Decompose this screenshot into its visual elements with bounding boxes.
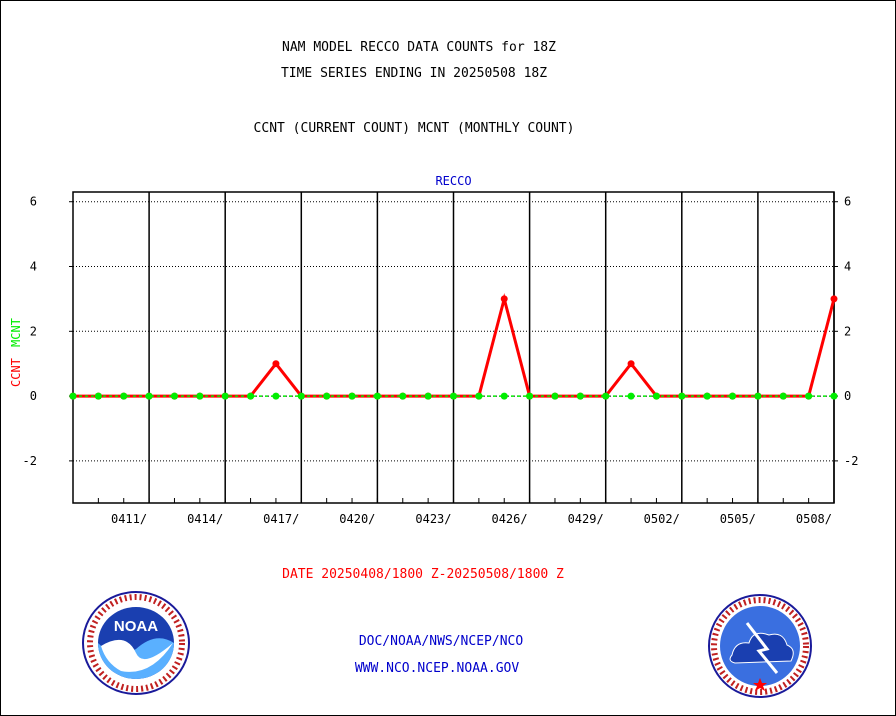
website-link[interactable]: WWW.NCO.NCEP.NOAA.GOV	[354, 661, 520, 676]
y-tick-label-left: 6	[30, 195, 37, 209]
y-tick-label-right: 4	[844, 260, 851, 274]
data-point-mcnt	[348, 392, 356, 400]
data-point-mcnt	[754, 392, 762, 400]
y-tick-label-left: 0	[30, 389, 37, 403]
y-axis-label-mcnt: MCNT	[9, 318, 23, 347]
data-point-ccnt	[500, 295, 508, 303]
data-point-ccnt	[830, 295, 838, 303]
data-point-mcnt	[450, 392, 457, 400]
data-point-mcnt	[830, 392, 838, 400]
x-tick-label: 0414/	[187, 512, 223, 526]
x-tick-label: 0411/	[111, 512, 147, 526]
nws-logo	[708, 594, 812, 698]
data-point-mcnt	[678, 392, 686, 400]
data-point-mcnt	[526, 392, 534, 400]
y-tick-label-left: 4	[30, 260, 37, 274]
data-point-mcnt	[627, 392, 635, 400]
x-tick-label: 0505/	[720, 512, 756, 526]
noaa-logo-text: NOAA	[114, 618, 158, 635]
data-point-mcnt	[272, 392, 280, 400]
x-tick-label: 0417/	[263, 512, 299, 526]
noaa-logo: NOAA	[82, 591, 190, 695]
data-point-mcnt	[221, 392, 229, 400]
y-tick-label-left: -2	[23, 454, 37, 468]
data-point-mcnt	[805, 392, 813, 400]
data-point-ccnt	[272, 360, 280, 368]
x-tick-label: 0508/	[796, 512, 832, 526]
data-point-mcnt	[297, 392, 305, 400]
data-point-mcnt	[145, 392, 153, 400]
x-tick-label: 0429/	[568, 512, 604, 526]
y-axis-label-ccnt: CCNT	[9, 358, 23, 387]
data-point-mcnt	[69, 392, 77, 400]
data-point-mcnt	[703, 392, 711, 400]
data-point-mcnt	[94, 392, 102, 400]
data-point-mcnt	[247, 392, 255, 400]
data-point-mcnt	[551, 392, 559, 400]
data-point-mcnt	[729, 392, 737, 400]
plot-title: RECCO	[435, 174, 471, 188]
chart-subtitle: CCNT (CURRENT COUNT) MCNT (MONTHLY COUNT…	[253, 121, 575, 136]
data-point-mcnt	[602, 392, 610, 400]
y-tick-label-right: 2	[844, 324, 851, 338]
data-point-ccnt	[627, 360, 635, 368]
data-point-mcnt	[652, 392, 660, 400]
y-tick-label-left: 2	[30, 324, 37, 338]
data-point-mcnt	[576, 392, 584, 400]
y-tick-label-right: -2	[844, 454, 858, 468]
chart-title-line2: TIME SERIES ENDING IN 20250508 18Z	[280, 66, 548, 81]
x-tick-label: 0423/	[415, 512, 451, 526]
data-point-mcnt	[475, 392, 483, 400]
x-tick-label: 0426/	[491, 512, 527, 526]
y-tick-label-right: 6	[844, 195, 851, 209]
y-tick-label-right: 0	[844, 389, 851, 403]
data-point-mcnt	[500, 392, 508, 400]
data-point-mcnt	[196, 392, 204, 400]
data-point-mcnt	[424, 392, 432, 400]
doc-link[interactable]: DOC/NOAA/NWS/NCEP/NCO	[358, 634, 524, 649]
y-axis-label-group: CCNT MCNT	[9, 318, 23, 387]
data-point-mcnt	[323, 392, 331, 400]
x-tick-label: 0502/	[644, 512, 680, 526]
data-point-mcnt	[779, 392, 787, 400]
data-point-mcnt	[170, 392, 178, 400]
chart-title-line1: NAM MODEL RECCO DATA COUNTS for 18Z	[282, 40, 556, 55]
x-tick-label: 0420/	[339, 512, 375, 526]
chart-svg: -2 -2 0 0 2 2 4 4 6 6 0411/0414/0417/0420/0423/042…	[9, 174, 858, 526]
date-range-label: DATE 20250408/1800 Z-20250508/1800 Z	[282, 567, 564, 582]
data-point-mcnt	[120, 392, 128, 400]
data-point-mcnt	[399, 392, 407, 400]
data-point-mcnt	[373, 392, 381, 400]
